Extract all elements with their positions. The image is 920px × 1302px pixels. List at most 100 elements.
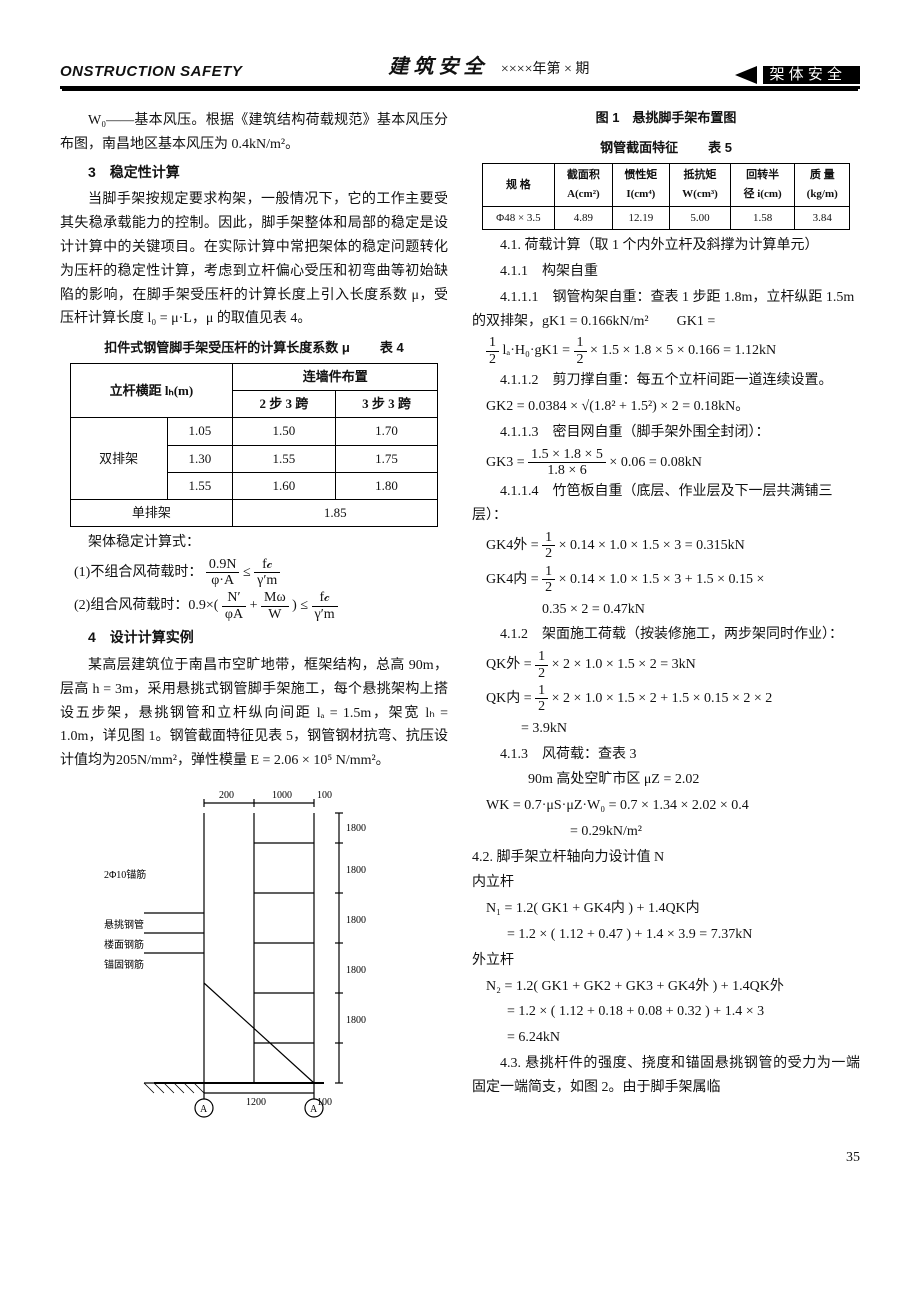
header-right-wrap: 架 体 安 全	[735, 66, 860, 84]
g1d2: 2	[574, 352, 587, 367]
t4-rlabel1: 双排架	[70, 418, 167, 499]
h42a: 内立杆	[472, 871, 860, 895]
page-header: ONSTRUCTION SAFETY 建 筑 安 全 ××××年第 × 期 架 …	[60, 50, 860, 89]
header-center-title: 建 筑 安 全	[388, 56, 483, 78]
lbl-anchor: 2Φ10锚筋	[104, 868, 146, 881]
g4ad: 2	[542, 546, 555, 561]
g3l: GK3 =	[486, 455, 528, 470]
f-g4b2: 0.35 × 2 = 0.47kN	[542, 598, 860, 622]
f1-rnum: f𝒸	[254, 557, 280, 573]
q1d: 2	[535, 666, 548, 681]
formula-1: (1)不组合风荷载时： 0.9Nφ·A ≤ f𝒸γ′m	[74, 557, 448, 589]
f2-c: f𝒸γ′m	[312, 590, 338, 622]
t5r4: 1.58	[730, 206, 794, 230]
f-q2: QK内 = 12 × 2 × 1.0 × 1.5 × 2 + 1.5 × 0.1…	[486, 683, 860, 715]
lbl-pipe: 悬挑钢管	[104, 918, 144, 931]
t4-c: 1.05	[167, 418, 232, 445]
g1mid: lₐ·H₀·gK1 =	[503, 344, 574, 359]
t5h0: 规 格	[482, 164, 554, 206]
t4-h2: 连墙件布置	[233, 364, 438, 391]
lbl-rebar1: 楼面钢筋	[104, 938, 144, 951]
t4-c: 1.55	[167, 472, 232, 499]
q2l: QK内 =	[486, 691, 535, 706]
figure1-svg: 200 1000 100 2Φ10锚筋 悬挑钢管 楼面钢筋 锚固钢筋 1800 …	[94, 783, 414, 1123]
g1n: 1	[486, 335, 499, 351]
g4bl: GK4内 =	[486, 572, 542, 587]
f2-b: MωW	[261, 590, 289, 622]
f2-label: (2)组合风荷载时：0.9×(	[74, 599, 218, 614]
q1t: × 2 × 1.0 × 1.5 × 2 = 3kN	[552, 657, 696, 672]
header-issue: ××××年第 × 期	[501, 62, 589, 77]
f-w2: WK = 0.7·μS·μZ·W₀ = 0.7 × 1.34 × 2.02 × …	[486, 794, 860, 818]
t5h4: 回转半 径 i(cm)	[730, 164, 794, 206]
h41112: 4.1.1.2 剪刀撑自重：每五个立杆间距一道连续设置。	[472, 369, 860, 393]
f1-rden: γ′m	[254, 573, 280, 588]
header-left: ONSTRUCTION SAFETY	[60, 59, 242, 85]
g1n2: 1	[574, 335, 587, 351]
f-w3: = 0.29kN/m²	[570, 820, 860, 844]
f-n1a: N₁ = 1.2( GK1 + GK4内 ) + 1.4QK内	[486, 897, 860, 921]
f2ad: φA	[222, 607, 246, 622]
table5-number: 表 5	[708, 137, 732, 159]
t4-h2a: 2 步 3 跨	[233, 391, 336, 418]
f-n2c: = 6.24kN	[507, 1026, 860, 1050]
q2n: 1	[535, 683, 548, 699]
table4-number: 表 4	[380, 337, 404, 359]
formula-2: (2)组合风荷载时：0.9×( N′φA + MωW ) ≤ f𝒸γ′m	[74, 590, 448, 622]
f2-a: N′φA	[222, 590, 246, 622]
t5r5: 3.84	[795, 206, 850, 230]
lbl-rebar2: 锚固钢筋	[104, 958, 144, 971]
figure-1: 200 1000 100 2Φ10锚筋 悬挑钢管 楼面钢筋 锚固钢筋 1800 …	[60, 783, 448, 1132]
h43: 4.3. 悬挑杆件的强度、挠度和锚固悬挑钢管的受力为一端固定一端简支，如图 2。…	[472, 1052, 860, 1100]
t4-single: 1.85	[233, 499, 438, 526]
t4-rlabel2: 单排架	[70, 499, 232, 526]
t4-c: 1.30	[167, 445, 232, 472]
t4-c: 1.55	[233, 445, 336, 472]
p411: 4.1. 荷载计算（取 1 个内外立杆及斜撑为计算单元）	[472, 234, 860, 258]
h42b: 外立杆	[472, 949, 860, 973]
t5h5: 质 量 (kg/m)	[795, 164, 850, 206]
f2-mid: ) ≤	[292, 599, 311, 614]
q2t: × 2 × 1.0 × 1.5 × 2 + 1.5 × 0.15 × 2 × 2	[552, 691, 773, 706]
g4al: GK4外 =	[486, 538, 542, 553]
f-n1b: = 1.2 × ( 1.12 + 0.47 ) + 1.4 × 3.9 = 7.…	[507, 923, 860, 947]
t4-c: 1.70	[335, 418, 438, 445]
t5h3: 抵抗矩 W(cm³)	[670, 164, 731, 206]
header-right: 架 体 安 全	[763, 66, 860, 84]
t5r0: Φ48 × 3.5	[482, 206, 554, 230]
heading-4: 4 设计计算实例	[60, 626, 448, 650]
g1tail: × 1.5 × 1.8 × 5 × 0.166 = 1.12kN	[590, 344, 776, 359]
f1-den: φ·A	[206, 573, 240, 588]
table5: 规 格 截面积 A(cm²) 惯性矩 I(cm⁴) 抵抗矩 W(cm³) 回转半…	[482, 163, 851, 230]
h4111: 4.1.1 构架自重	[472, 260, 860, 284]
t4-h1: 立杆横距 lₕ(m)	[70, 364, 232, 418]
dim-top2: 1000	[272, 790, 292, 801]
f2cn: f𝒸	[312, 590, 338, 606]
t4-h2b: 3 步 3 跨	[335, 391, 438, 418]
table4-caption: 扣件式钢管脚手架受压杆的计算长度系数 μ 表 4	[60, 337, 448, 359]
f2cd: γ′m	[312, 607, 338, 622]
h42: 4.2. 脚手架立杆轴向力设计值 N	[472, 846, 860, 870]
f-g1: 12 lₐ·H₀·gK1 = 12 × 1.5 × 1.8 × 5 × 0.16…	[486, 335, 860, 367]
para-w0: W₀——基本风压。根据《建筑结构荷载规范》基本风压分布图，南昌地区基本风压为 0…	[60, 109, 448, 157]
g4bt: × 0.14 × 1.0 × 1.5 × 3 + 1.5 × 0.15 ×	[559, 572, 765, 587]
header-center: 建 筑 安 全 ××××年第 × 期	[388, 50, 589, 84]
t5h1: 截面积 A(cm²)	[555, 164, 612, 206]
t5r1: 4.89	[555, 206, 612, 230]
g3t: × 0.06 = 0.08kN	[609, 455, 701, 470]
t5r2: 12.19	[612, 206, 669, 230]
f-q1: QK外 = 12 × 2 × 1.0 × 1.5 × 2 = 3kN	[486, 649, 860, 681]
rd2: 1800	[346, 915, 366, 926]
g1d: 2	[486, 352, 499, 367]
rd4: 1800	[346, 1015, 366, 1026]
table5-caption: 钢管截面特征 表 5	[472, 137, 860, 159]
g3d: 1.8 × 6	[528, 463, 606, 478]
f-q2b: = 3.9kN	[521, 717, 860, 741]
rd0: 1800	[346, 823, 366, 834]
figure1-caption: 图 1 悬挑脚手架布置图	[472, 107, 860, 129]
h413: 4.1.3 风荷载：查表 3	[472, 743, 860, 767]
f1-rhs: f𝒸γ′m	[254, 557, 280, 589]
h412: 4.1.2 架面施工荷载（按装修施工，两步架同时作业）：	[472, 623, 860, 647]
dim-bot2: 100	[317, 1097, 332, 1108]
f-g2: GK2 = 0.0384 × √(1.8² + 1.5²) × 2 = 0.18…	[486, 395, 860, 419]
